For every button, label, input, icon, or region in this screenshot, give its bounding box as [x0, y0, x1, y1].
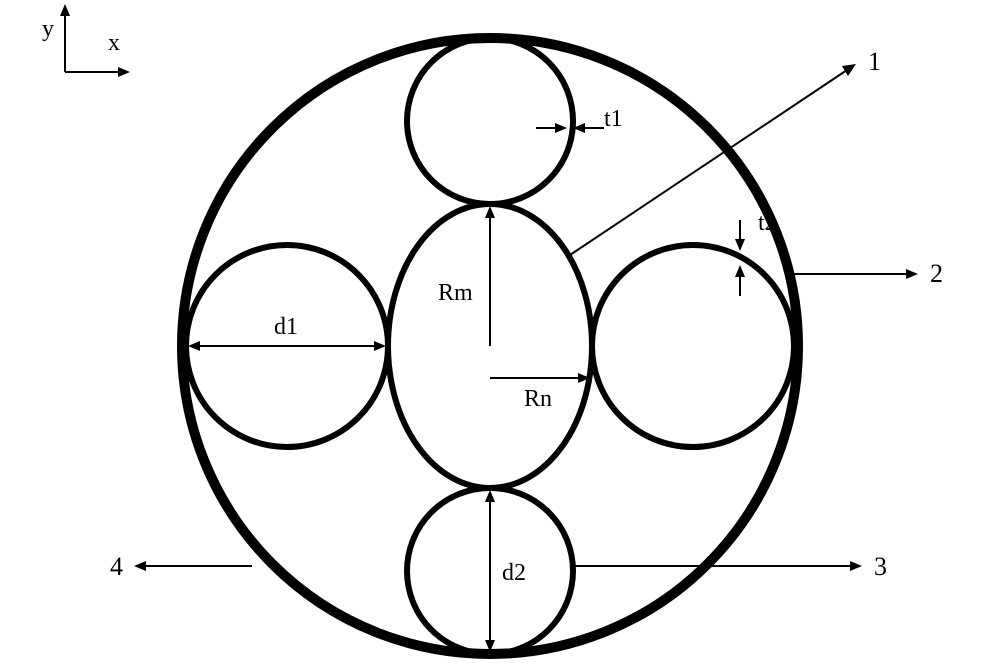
callout-4-arrow-icon: [134, 561, 146, 571]
dim-d2-label: d2: [502, 560, 526, 586]
callout-4-label: 4: [110, 552, 123, 581]
callout-1-line: [570, 68, 850, 255]
dim-t2-label: t2: [758, 210, 777, 236]
inner-circle-top: [407, 38, 573, 204]
callout-2: 2: [794, 259, 943, 288]
dim-rn: Rn: [490, 373, 590, 412]
dim-t1: t1: [536, 106, 623, 133]
callout-4: 4: [110, 552, 252, 581]
diagram-root: y x d1 d2 Rm Rn t1: [0, 0, 1000, 671]
axis-y-arrow-icon: [60, 4, 70, 16]
inner-circle-right: [592, 245, 794, 447]
axis-x-label: x: [108, 30, 120, 56]
axis-x-arrow-icon: [118, 67, 130, 77]
dim-d2-arrow-top-icon: [485, 490, 495, 502]
dim-d1: d1: [188, 314, 386, 351]
dim-rm-label: Rm: [438, 280, 473, 306]
callout-1: 1: [570, 47, 881, 255]
callout-2-label: 2: [930, 259, 943, 288]
dim-d1-arrow-right-icon: [374, 341, 386, 351]
callout-2-arrow-icon: [906, 269, 918, 279]
dim-d1-arrow-left-icon: [188, 341, 200, 351]
dim-t2-arrow-top-icon: [735, 239, 745, 251]
callout-3: 3: [570, 552, 887, 581]
callout-3-arrow-icon: [850, 561, 862, 571]
callout-1-arrow-icon: [842, 64, 856, 76]
dim-d1-label: d1: [274, 314, 298, 340]
dim-rm: Rm: [438, 206, 495, 346]
dim-t1-arrow-left-icon: [555, 123, 567, 133]
callout-1-label: 1: [868, 47, 881, 76]
dim-t1-label: t1: [604, 106, 623, 132]
axis-y-label: y: [42, 16, 54, 42]
callout-3-label: 3: [874, 552, 887, 581]
coord-axes: y x: [42, 4, 130, 77]
dim-rm-arrow-icon: [485, 206, 495, 218]
dim-t2-arrow-bottom-icon: [735, 265, 745, 277]
dim-d2: d2: [485, 490, 526, 652]
dim-rn-label: Rn: [524, 386, 552, 412]
